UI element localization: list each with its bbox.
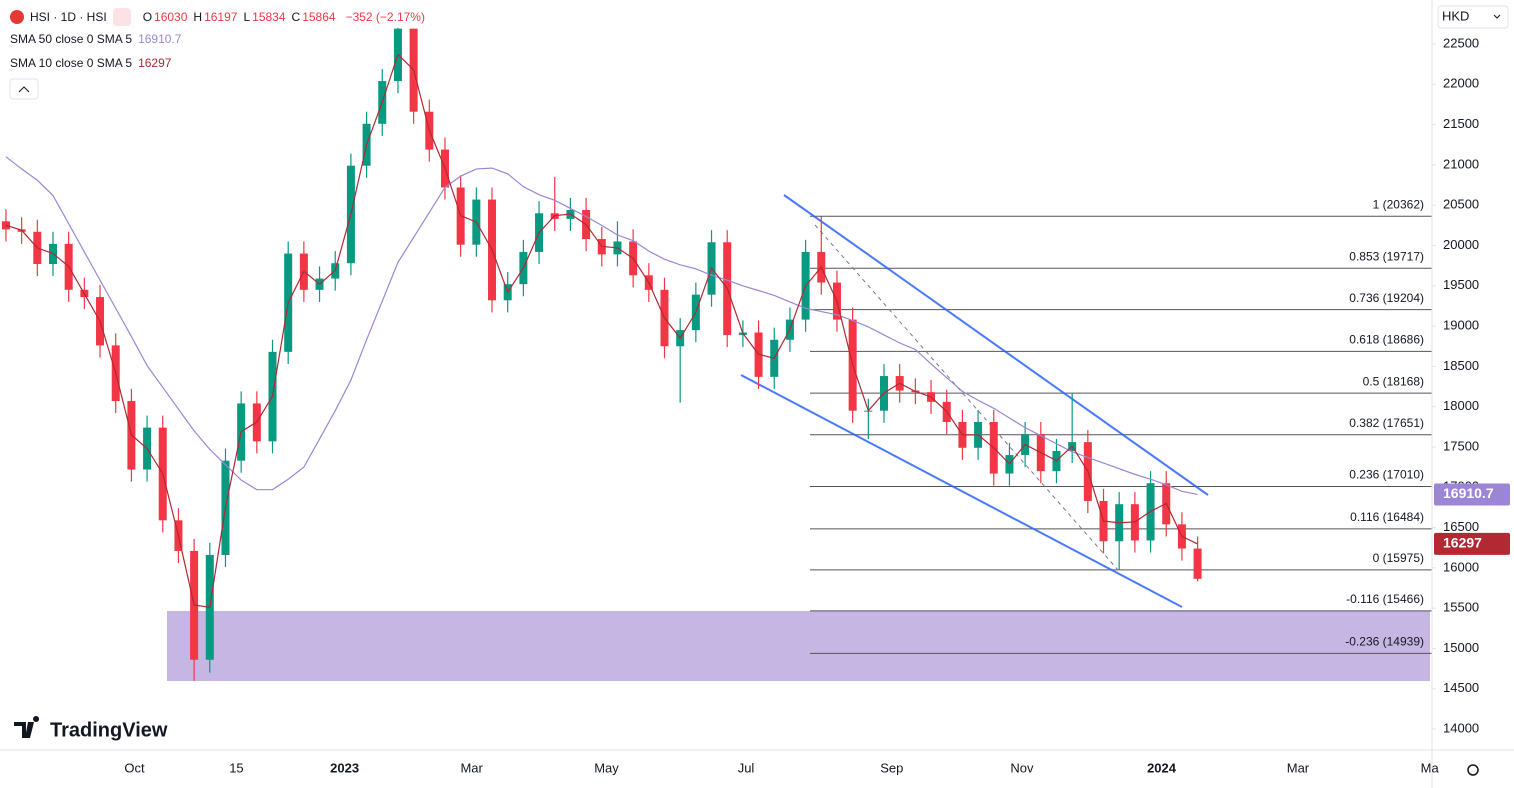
fib-label: 0.116 (16484)	[1350, 510, 1424, 524]
sma-line	[5, 53, 1198, 609]
x-tick-label: Mar	[460, 760, 483, 775]
y-tick-label: 20500	[1443, 197, 1479, 212]
ohlc-label: O	[142, 10, 153, 24]
y-tick-label: 16500	[1443, 519, 1479, 534]
legend-name: SMA 10 close 0 SMA 5	[10, 56, 133, 70]
ohlc-value: 15834	[252, 10, 286, 24]
ohlc-value: 15864	[302, 10, 336, 24]
y-tick-label: 22500	[1443, 35, 1479, 50]
axes: 1400014500150001550016000165001700017500…	[124, 35, 1510, 775]
x-tick-label: 2024	[1147, 760, 1177, 775]
ohlc-label: L	[243, 10, 251, 24]
currency-button[interactable]	[1437, 5, 1509, 29]
change: −352 (−2.17%)	[345, 10, 425, 24]
price-badge-label: 16910.7	[1443, 485, 1494, 501]
logo-icon	[14, 716, 40, 738]
x-tick-label: Sep	[880, 760, 903, 775]
x-tick-label: Jul	[738, 760, 755, 775]
x-tick-label: May	[594, 760, 619, 775]
y-tick-label: 15500	[1443, 600, 1479, 615]
fib-label: 0.5 (18168)	[1363, 374, 1424, 388]
symbol-row: HSI · 1D · HSI O 16030 H 16197 L 15834 C 15864 …	[10, 8, 425, 26]
collapse-button[interactable]	[9, 78, 39, 100]
brand: TradingView	[50, 719, 168, 741]
x-tick-label: Mar	[1287, 760, 1310, 775]
symbol: HSI · 1D · HSI	[30, 10, 107, 24]
channel-upper	[783, 194, 1209, 496]
ohlc-value: 16197	[204, 10, 238, 24]
fib-label: 0.853 (19717)	[1349, 249, 1424, 263]
y-tick-label: 20000	[1443, 237, 1479, 252]
fib-label: 1 (20362)	[1373, 197, 1424, 211]
dropdown-icon	[1493, 14, 1501, 19]
candle-body	[1193, 548, 1202, 579]
x-tick-label: Oct	[124, 760, 145, 775]
status-icon	[112, 8, 131, 26]
fib-label: 0.382 (17651)	[1349, 416, 1424, 430]
price-badge-label: 16297	[1443, 535, 1482, 551]
ohlc-label: C	[291, 10, 301, 24]
ohlc-label: H	[193, 10, 203, 24]
legend-row: SMA 10 close 0 SMA 5 16297	[10, 56, 171, 70]
y-tick-label: 21500	[1443, 116, 1479, 131]
x-tick-label: 2023	[330, 760, 359, 775]
ohlc-value: 16030	[154, 10, 188, 24]
channel-lower	[740, 374, 1183, 608]
legend-value: 16297	[138, 56, 172, 70]
y-tick-label: 22000	[1443, 76, 1479, 91]
legend-value: 16910.7	[138, 32, 182, 46]
plot	[1, 27, 1202, 681]
x-tick-label: Ma	[1421, 760, 1440, 775]
y-tick-label: 17500	[1443, 438, 1479, 453]
legend-row: SMA 50 close 0 SMA 5 16910.7	[10, 32, 181, 46]
y-tick-label: 14000	[1443, 720, 1479, 735]
ohlc: O 16030 H 16197 L 15834 C 15864	[143, 10, 340, 24]
fib-label: 0.618 (18686)	[1349, 333, 1424, 347]
x-tick-label: Nov	[1010, 760, 1034, 775]
sma-line	[5, 156, 1198, 496]
y-tick-label: 21000	[1443, 156, 1479, 171]
y-tick-label: 18000	[1443, 398, 1479, 413]
fib-label: 0.736 (19204)	[1349, 291, 1424, 305]
y-tick-label: 15000	[1443, 640, 1479, 655]
y-tick-label: 16000	[1443, 559, 1479, 574]
y-tick-label: 19500	[1443, 277, 1479, 292]
fib-label: -0.116 (15466)	[1346, 592, 1424, 606]
price-badge	[1434, 532, 1510, 555]
support-zone	[167, 611, 1430, 681]
currency: HKD	[1442, 8, 1469, 23]
y-tick-label: 18500	[1443, 358, 1479, 373]
fib-levels: 1 (20362) 0.853 (19717) 0.736 (19204) 0.618…	[810, 197, 1432, 654]
legend-name: SMA 50 close 0 SMA 5	[10, 32, 133, 46]
collapse-icon	[18, 86, 30, 93]
x-tick-label: 15	[229, 760, 243, 775]
fib-label: -0.236 (14939)	[1345, 635, 1424, 649]
y-tick-label: 14500	[1443, 680, 1479, 695]
fib-label: 0 (15975)	[1373, 551, 1424, 565]
y-tick-label: 19000	[1443, 318, 1479, 333]
settings-icon[interactable]	[1467, 764, 1479, 776]
fib-label: 0.236 (17010)	[1349, 468, 1424, 482]
symbol-icon	[10, 10, 24, 24]
price-badge	[1434, 483, 1510, 506]
